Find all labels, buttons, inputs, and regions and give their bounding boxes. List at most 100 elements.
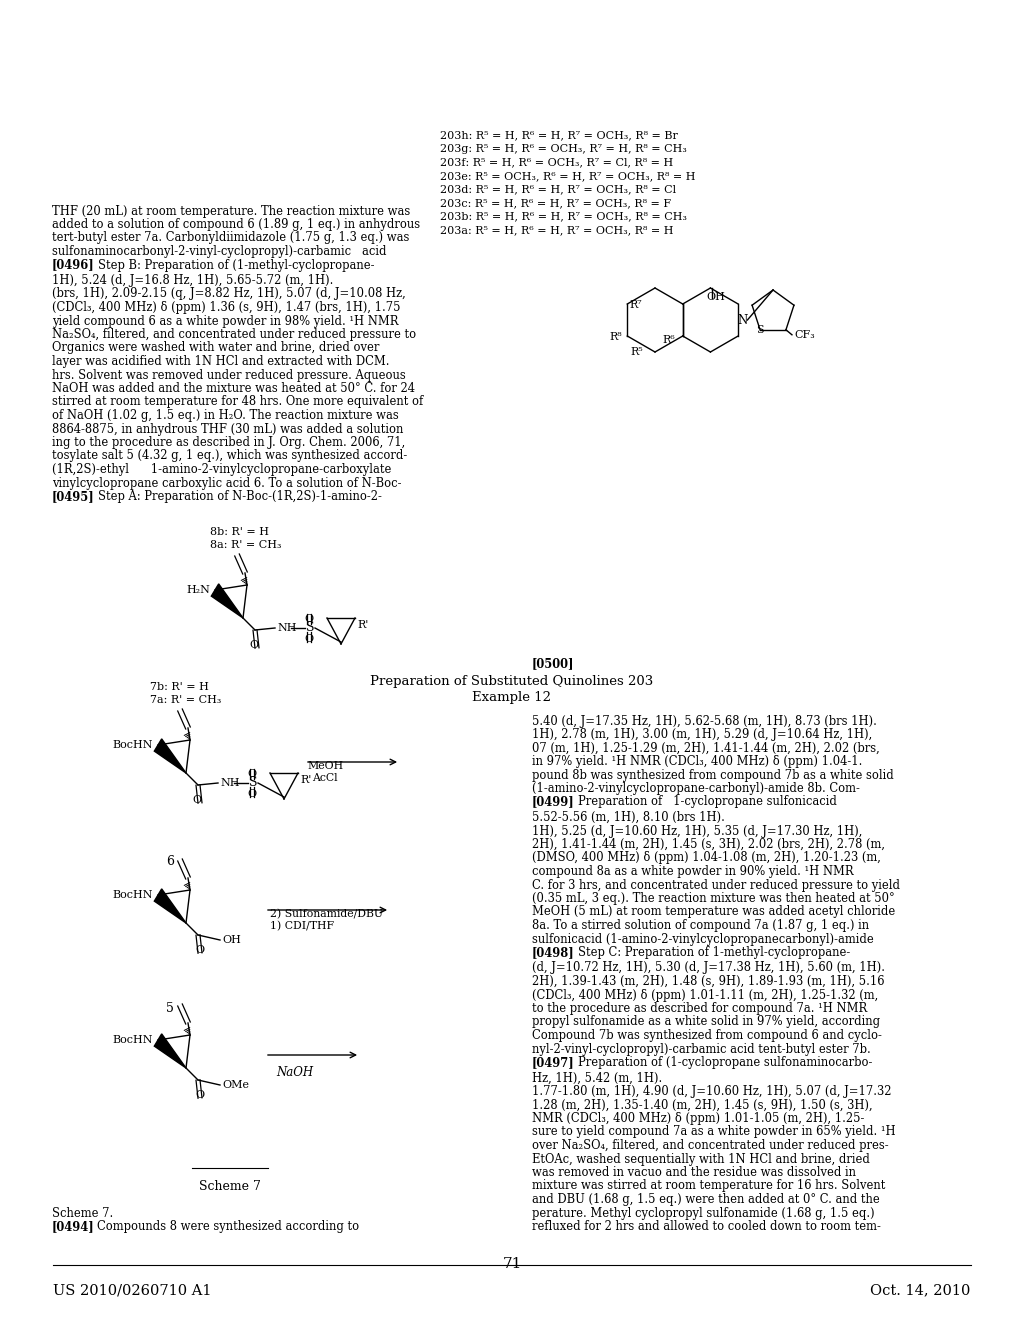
Text: hrs. Solvent was removed under reduced pressure. Aqueous: hrs. Solvent was removed under reduced p…: [52, 368, 406, 381]
Text: [0494]: [0494]: [52, 1220, 95, 1233]
Text: pound 8b was synthesized from compound 7b as a white solid: pound 8b was synthesized from compound 7…: [532, 768, 894, 781]
Text: O: O: [248, 770, 257, 779]
Text: Preparation of Substituted Quinolines 203: Preparation of Substituted Quinolines 20…: [371, 675, 653, 688]
Text: of NaOH (1.02 g, 1.5 eq.) in H₂O. The reaction mixture was: of NaOH (1.02 g, 1.5 eq.) in H₂O. The re…: [52, 409, 398, 422]
Polygon shape: [155, 739, 186, 774]
Text: S: S: [249, 776, 257, 789]
Text: 8a: R' = CH₃: 8a: R' = CH₃: [210, 540, 282, 550]
Text: BocHN: BocHN: [113, 890, 153, 900]
Text: 1.77-1.80 (m, 1H), 4.90 (d, J=10.60 Hz, 1H), 5.07 (d, J=17.32: 1.77-1.80 (m, 1H), 4.90 (d, J=10.60 Hz, …: [532, 1085, 892, 1098]
Text: Oct. 14, 2010: Oct. 14, 2010: [870, 1283, 971, 1298]
Text: O: O: [304, 614, 313, 624]
Text: O: O: [304, 634, 313, 644]
Text: EtOAc, washed sequentially with 1N HCl and brine, dried: EtOAc, washed sequentially with 1N HCl a…: [532, 1152, 869, 1166]
Text: Preparation of   1-cyclopropane sulfonicacid: Preparation of 1-cyclopropane sulfonicac…: [578, 796, 837, 808]
Text: mixture was stirred at room temperature for 16 hrs. Solvent: mixture was stirred at room temperature …: [532, 1180, 886, 1192]
Text: 2H), 1.41-1.44 (m, 2H), 1.45 (s, 3H), 2.02 (brs, 2H), 2.78 (m,: 2H), 1.41-1.44 (m, 2H), 1.45 (s, 3H), 2.…: [532, 838, 885, 851]
Text: 7a: R' = CH₃: 7a: R' = CH₃: [150, 696, 221, 705]
Text: Hz, 1H), 5.42 (m, 1H).: Hz, 1H), 5.42 (m, 1H).: [532, 1072, 663, 1085]
Text: tert-butyl ester 7a. Carbonyldiimidazole (1.75 g, 1.3 eq.) was: tert-butyl ester 7a. Carbonyldiimidazole…: [52, 231, 410, 244]
Text: propyl sulfonamide as a white solid in 97% yield, according: propyl sulfonamide as a white solid in 9…: [532, 1015, 880, 1028]
Text: layer was acidified with 1N HCl and extracted with DCM.: layer was acidified with 1N HCl and extr…: [52, 355, 389, 368]
Text: R': R': [357, 620, 369, 630]
Text: yield compound 6 as a white powder in 98% yield. ¹H NMR: yield compound 6 as a white powder in 98…: [52, 314, 398, 327]
Text: was removed in vacuo and the residue was dissolved in: was removed in vacuo and the residue was…: [532, 1166, 856, 1179]
Text: CF₃: CF₃: [794, 330, 815, 339]
Polygon shape: [155, 1034, 186, 1068]
Polygon shape: [211, 583, 243, 618]
Text: AcCl: AcCl: [312, 774, 338, 783]
Text: 6: 6: [166, 855, 174, 869]
Text: Compound 7b was synthesized from compound 6 and cyclo-: Compound 7b was synthesized from compoun…: [532, 1030, 882, 1041]
Text: Scheme 7: Scheme 7: [199, 1180, 261, 1193]
Text: 203b: R⁵ = H, R⁶ = H, R⁷ = OCH₃, R⁸ = CH₃: 203b: R⁵ = H, R⁶ = H, R⁷ = OCH₃, R⁸ = CH…: [440, 211, 687, 222]
Text: sulfonicacid (1-amino-2-vinylcyclopropanecarbonyl)-amide: sulfonicacid (1-amino-2-vinylcyclopropan…: [532, 932, 873, 945]
Text: perature. Methyl cyclopropyl sulfonamide (1.68 g, 1.5 eq.): perature. Methyl cyclopropyl sulfonamide…: [532, 1206, 874, 1220]
Text: R': R': [300, 775, 311, 785]
Text: NMR (CDCl₃, 400 MHz) δ (ppm) 1.01-1.05 (m, 2H), 1.25-: NMR (CDCl₃, 400 MHz) δ (ppm) 1.01-1.05 (…: [532, 1111, 864, 1125]
Text: OMe: OMe: [222, 1080, 249, 1090]
Text: 203e: R⁵ = OCH₃, R⁶ = H, R⁷ = OCH₃, R⁸ = H: 203e: R⁵ = OCH₃, R⁶ = H, R⁷ = OCH₃, R⁸ =…: [440, 172, 695, 181]
Text: in 97% yield. ¹H NMR (CDCl₃, 400 MHz) δ (ppm) 1.04-1.: in 97% yield. ¹H NMR (CDCl₃, 400 MHz) δ …: [532, 755, 862, 768]
Text: NaOH: NaOH: [276, 1067, 313, 1078]
Text: [0498]: [0498]: [532, 946, 574, 960]
Text: (0.35 mL, 3 eq.). The reaction mixture was then heated at 50°: (0.35 mL, 3 eq.). The reaction mixture w…: [532, 892, 895, 906]
Text: over Na₂SO₄, filtered, and concentrated under reduced pres-: over Na₂SO₄, filtered, and concentrated …: [532, 1139, 889, 1152]
Text: compound 8a as a white powder in 90% yield. ¹H NMR: compound 8a as a white powder in 90% yie…: [532, 865, 854, 878]
Text: R⁸: R⁸: [609, 333, 623, 342]
Text: 8864-8875, in anhydrous THF (30 mL) was added a solution: 8864-8875, in anhydrous THF (30 mL) was …: [52, 422, 403, 436]
Text: S: S: [757, 325, 764, 335]
Text: NaOH was added and the mixture was heated at 50° C. for 24: NaOH was added and the mixture was heate…: [52, 381, 415, 395]
Text: 07 (m, 1H), 1.25-1.29 (m, 2H), 1.41-1.44 (m, 2H), 2.02 (brs,: 07 (m, 1H), 1.25-1.29 (m, 2H), 1.41-1.44…: [532, 742, 880, 755]
Text: Preparation of (1-cyclopropane sulfonaminocarbo-: Preparation of (1-cyclopropane sulfonami…: [578, 1056, 872, 1069]
Text: BocHN: BocHN: [113, 741, 153, 750]
Text: 203g: R⁵ = H, R⁶ = OCH₃, R⁷ = H, R⁸ = CH₃: 203g: R⁵ = H, R⁶ = OCH₃, R⁷ = H, R⁸ = CH…: [440, 144, 687, 154]
Text: 8a. To a stirred solution of compound 7a (1.87 g, 1 eq.) in: 8a. To a stirred solution of compound 7a…: [532, 919, 869, 932]
Text: 1.28 (m, 2H), 1.35-1.40 (m, 2H), 1.45 (s, 9H), 1.50 (s, 3H),: 1.28 (m, 2H), 1.35-1.40 (m, 2H), 1.45 (s…: [532, 1098, 872, 1111]
Polygon shape: [155, 888, 186, 923]
Text: O: O: [250, 640, 259, 649]
Text: Example 12: Example 12: [472, 690, 552, 704]
Text: NH: NH: [220, 777, 240, 788]
Text: 1) CDI/THF: 1) CDI/THF: [270, 921, 334, 932]
Text: 1H), 5.24 (d, J=16.8 Hz, 1H), 5.65-5.72 (m, 1H).: 1H), 5.24 (d, J=16.8 Hz, 1H), 5.65-5.72 …: [52, 275, 334, 286]
Text: (d, J=10.72 Hz, 1H), 5.30 (d, J=17.38 Hz, 1H), 5.60 (m, 1H).: (d, J=10.72 Hz, 1H), 5.30 (d, J=17.38 Hz…: [532, 961, 885, 974]
Text: N: N: [737, 314, 748, 326]
Text: NH: NH: [278, 623, 297, 634]
Text: 203a: R⁵ = H, R⁶ = H, R⁷ = OCH₃, R⁸ = H: 203a: R⁵ = H, R⁶ = H, R⁷ = OCH₃, R⁸ = H: [440, 224, 674, 235]
Text: BocHN: BocHN: [113, 1035, 153, 1045]
Text: 203f: R⁵ = H, R⁶ = OCH₃, R⁷ = Cl, R⁸ = H: 203f: R⁵ = H, R⁶ = OCH₃, R⁷ = Cl, R⁸ = H: [440, 157, 673, 168]
Text: 203c: R⁵ = H, R⁶ = H, R⁷ = OCH₃, R⁸ = F: 203c: R⁵ = H, R⁶ = H, R⁷ = OCH₃, R⁸ = F: [440, 198, 671, 209]
Text: (CDCl₃, 400 MHz) δ (ppm) 1.36 (s, 9H), 1.47 (brs, 1H), 1.75: (CDCl₃, 400 MHz) δ (ppm) 1.36 (s, 9H), 1…: [52, 301, 400, 314]
Text: [0495]: [0495]: [52, 490, 95, 503]
Text: 8b: R' = H: 8b: R' = H: [210, 527, 269, 537]
Text: [0499]: [0499]: [532, 796, 574, 808]
Text: (CDCl₃, 400 MHz) δ (ppm) 1.01-1.11 (m, 2H), 1.25-1.32 (m,: (CDCl₃, 400 MHz) δ (ppm) 1.01-1.11 (m, 2…: [532, 989, 879, 1002]
Text: and DBU (1.68 g, 1.5 eq.) were then added at 0° C. and the: and DBU (1.68 g, 1.5 eq.) were then adde…: [532, 1193, 880, 1206]
Text: C. for 3 hrs, and concentrated under reduced pressure to yield: C. for 3 hrs, and concentrated under red…: [532, 879, 900, 891]
Text: 2) Sulfonamide/DBU: 2) Sulfonamide/DBU: [270, 909, 383, 919]
Text: O: O: [248, 789, 257, 799]
Text: (DMSO, 400 MHz) δ (ppm) 1.04-1.08 (m, 2H), 1.20-1.23 (m,: (DMSO, 400 MHz) δ (ppm) 1.04-1.08 (m, 2H…: [532, 851, 881, 865]
Text: Step A: Preparation of N-Boc-(1R,2S)-1-amino-2-: Step A: Preparation of N-Boc-(1R,2S)-1-a…: [98, 490, 382, 503]
Text: vinylcyclopropane carboxylic acid 6. To a solution of N-Boc-: vinylcyclopropane carboxylic acid 6. To …: [52, 477, 401, 490]
Text: O: O: [196, 945, 205, 954]
Text: [0496]: [0496]: [52, 259, 95, 272]
Text: THF (20 mL) at room temperature. The reaction mixture was: THF (20 mL) at room temperature. The rea…: [52, 205, 411, 218]
Text: R⁶: R⁶: [662, 335, 675, 345]
Text: Compounds 8 were synthesized according to: Compounds 8 were synthesized according t…: [97, 1220, 359, 1233]
Text: sure to yield compound 7a as a white powder in 65% yield. ¹H: sure to yield compound 7a as a white pow…: [532, 1126, 896, 1138]
Text: [0500]: [0500]: [532, 657, 574, 671]
Text: Scheme 7.: Scheme 7.: [52, 1206, 114, 1220]
Text: (brs, 1H), 2.09-2.15 (q, J=8.82 Hz, 1H), 5.07 (d, J=10.08 Hz,: (brs, 1H), 2.09-2.15 (q, J=8.82 Hz, 1H),…: [52, 288, 406, 301]
Text: sulfonaminocarbonyl-2-vinyl-cyclopropyl)-carbamic   acid: sulfonaminocarbonyl-2-vinyl-cyclopropyl)…: [52, 246, 386, 257]
Text: to the procedure as described for compound 7a. ¹H NMR: to the procedure as described for compou…: [532, 1002, 867, 1015]
Text: 1H), 2.78 (m, 1H), 3.00 (m, 1H), 5.29 (d, J=10.64 Hz, 1H),: 1H), 2.78 (m, 1H), 3.00 (m, 1H), 5.29 (d…: [532, 729, 872, 741]
Text: H₂N: H₂N: [186, 585, 210, 595]
Text: MeOH (5 mL) at room temperature was added acetyl chloride: MeOH (5 mL) at room temperature was adde…: [532, 906, 895, 919]
Text: Na₂SO₄, filtered, and concentrated under reduced pressure to: Na₂SO₄, filtered, and concentrated under…: [52, 327, 416, 341]
Text: US 2010/0260710 A1: US 2010/0260710 A1: [53, 1283, 212, 1298]
Text: Organics were washed with water and brine, dried over: Organics were washed with water and brin…: [52, 342, 379, 355]
Text: Step C: Preparation of 1-methyl-cyclopropane-: Step C: Preparation of 1-methyl-cyclopro…: [578, 946, 850, 960]
Text: O: O: [196, 1090, 205, 1100]
